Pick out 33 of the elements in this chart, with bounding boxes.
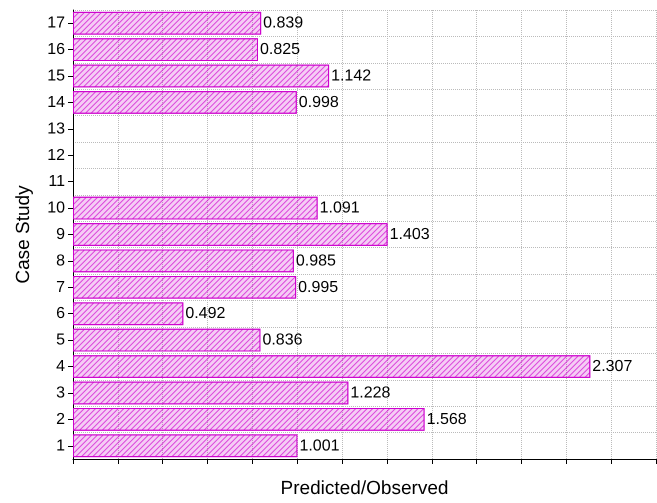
data-label: 1.091 [320, 200, 360, 217]
y-tick-label: 9 [56, 226, 66, 243]
data-label: 0.995 [298, 278, 338, 296]
y-tick-label: 11 [48, 173, 66, 190]
y-tick-label: 5 [56, 332, 66, 349]
y-tick-label: 13 [47, 120, 66, 138]
data-label: 1.001 [299, 437, 340, 454]
y-tick-label: 7 [56, 278, 66, 296]
y-tick-label: 16 [47, 41, 66, 58]
data-label: 0.839 [263, 14, 304, 32]
data-label: 1.568 [426, 410, 467, 428]
data-label: 0.492 [185, 305, 226, 322]
y-tick-label: 2 [56, 410, 66, 428]
x-axis-title: Predicted/Observed [280, 478, 448, 499]
data-label: 1.142 [331, 68, 372, 85]
data-label: 0.825 [260, 41, 300, 58]
y-tick-label: 4 [56, 358, 66, 376]
y-tick-label: 3 [56, 384, 66, 402]
y-tick-label: 14 [47, 94, 66, 111]
y-tick-label: 12 [47, 146, 66, 164]
y-tick-label: 8 [56, 252, 66, 270]
y-tick-label: 10 [47, 200, 66, 217]
y-tick-label: 15 [47, 68, 66, 85]
y-tick-label: 1 [56, 437, 66, 454]
y-tick-label: 17 [47, 14, 66, 32]
data-label: 0.836 [262, 332, 303, 349]
data-label: 0.985 [296, 252, 336, 270]
data-label: 2.307 [592, 358, 632, 376]
data-label: 1.403 [390, 226, 430, 243]
data-label: 1.228 [350, 384, 390, 402]
y-tick-label: 6 [56, 305, 66, 322]
y-axis-title: Case Study [13, 184, 34, 284]
data-label: 0.998 [298, 94, 339, 111]
